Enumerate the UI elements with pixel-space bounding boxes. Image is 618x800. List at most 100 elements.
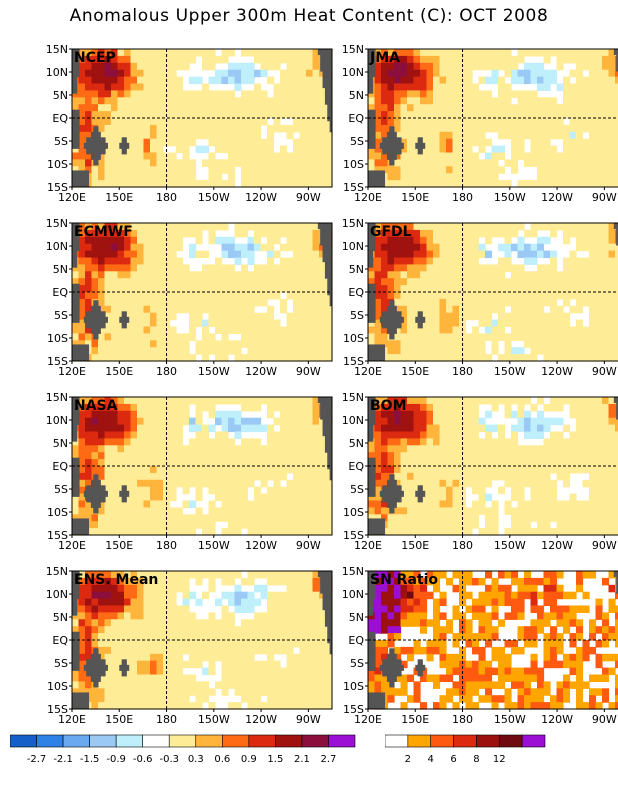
colorbar-label: 0.9 [241,754,257,765]
y-tick-label: EQ [348,460,364,473]
colorbar-swatch [222,734,250,748]
x-tick-label: 150E [105,365,133,378]
colorbar-label: 6 [450,754,456,765]
colorbar-swatch [476,734,500,748]
colorbar-label: 0.6 [214,754,230,765]
x-tick-label: 120W [245,365,277,378]
x-tick-label: 150E [105,713,133,726]
x-tick-label: 120E [58,191,86,204]
y-tick-label: 10N [342,414,364,427]
panel-bom: 15N 10N 5N EQ 5S 10S 15S 120E 150E 180 150W 120W 90W… [336,391,618,565]
x-tick-label: 150W [198,713,230,726]
colorbar-swatch [36,734,64,748]
y-tick-label: 5N [53,263,68,276]
x-tick-label: 150E [105,191,133,204]
y-tick-label: EQ [52,460,68,473]
y-tick-label: 15S [343,529,364,542]
x-tick-label: 150E [401,713,429,726]
panel-ens-mean: 15N 10N 5N EQ 5S 10S 15S 120E 150E 180 150W 120W 90W… [40,565,340,739]
y-tick-label: 5S [54,657,68,670]
y-tick-label: EQ [52,286,68,299]
colorbar-label: -2.7 [27,754,47,765]
y-tick-label: 10S [343,680,364,693]
x-tick-label: 120E [354,365,382,378]
colorbar-label: -0.3 [159,754,179,765]
y-tick-label: 10N [46,588,68,601]
colorbar-label: 1.5 [267,754,283,765]
x-tick-label: 120E [58,365,86,378]
colorbar-swatch [385,734,409,748]
colorbar-swatch [10,734,37,748]
y-tick-label: 10N [342,66,364,79]
x-tick-label: 120W [541,191,573,204]
y-tick-label: 5N [349,437,364,450]
x-tick-label: 120W [541,539,573,552]
y-tick-label: EQ [348,634,364,647]
colorbar-swatch [301,734,329,748]
x-tick-label: 120E [58,713,86,726]
y-tick-label: 5S [350,657,364,670]
y-tick-label: 10S [47,332,68,345]
y-tick-label: 10S [343,506,364,519]
y-tick-label: 10S [47,506,68,519]
y-tick-label: 15N [46,393,68,404]
x-tick-label: 90W [296,713,321,726]
colorbar-swatch [521,734,546,748]
figure-title: Anomalous Upper 300m Heat Content (C): O… [69,6,549,26]
y-tick-label: 5S [54,135,68,148]
y-tick-label: 15N [46,45,68,56]
colorbar-label: 2.7 [321,754,337,765]
x-tick-label: 150W [198,539,230,552]
y-tick-label: 15S [47,355,68,368]
y-tick-label: 15S [47,703,68,716]
y-tick-label: EQ [348,286,364,299]
panel-ecmwf: 15N 10N 5N EQ 5S 10S 15S 120E 150E 180 150W 120W 90W… [40,217,340,391]
x-tick-label: 150W [494,191,526,204]
x-tick-label: 90W [592,713,617,726]
x-tick-label: 150W [198,365,230,378]
panel-title: SN Ratio [370,572,438,588]
colorbar-swatch [115,734,143,748]
x-tick-label: 120E [58,539,86,552]
colorbar-swatch [407,734,432,748]
x-tick-label: 150W [198,191,230,204]
y-tick-label: 5S [54,309,68,322]
x-tick-label: 90W [296,191,321,204]
y-tick-label: 15N [342,393,364,404]
panel-ncep: 15N 10N 5N EQ 5S 10S 15S 120E 150E 180 150W 120W 90W… [40,43,340,217]
x-tick-label: 150E [401,539,429,552]
colorbar-swatch [89,734,117,748]
y-tick-label: 5S [350,483,364,496]
y-tick-label: 10S [47,680,68,693]
x-tick-label: 120W [245,713,277,726]
colorbar-swatch [195,734,223,748]
colorbar-swatch [142,734,170,748]
x-tick-label: 180 [156,539,177,552]
panel-nasa: 15N 10N 5N EQ 5S 10S 15S 120E 150E 180 150W 120W 90W… [40,391,340,565]
colorbar-swatch [168,734,197,748]
y-tick-label: 5S [350,135,364,148]
y-tick-label: 15N [342,45,364,56]
colorbar-swatch [248,734,276,748]
panel-jma: 15N 10N 5N EQ 5S 10S 15S 120E 150E 180 150W 120W 90W… [336,43,618,217]
colorbar-label: 8 [473,754,479,765]
y-tick-label: 10N [46,240,68,253]
panel-title: JMA [369,50,400,66]
colorbar-swatch [430,734,454,748]
x-tick-label: 150W [494,713,526,726]
panel-title: ECMWF [74,224,133,240]
y-tick-label: 15S [47,181,68,194]
y-tick-label: 15S [47,529,68,542]
y-tick-label: 10N [46,414,68,427]
x-tick-label: 180 [452,713,473,726]
x-tick-label: 120W [541,365,573,378]
panel-title: ENS. Mean [74,572,158,588]
x-tick-label: 90W [592,539,617,552]
x-tick-label: 150E [401,191,429,204]
y-tick-label: 5N [53,437,68,450]
panel-title: NASA [74,398,118,414]
y-tick-label: 15S [343,703,364,716]
x-tick-label: 120E [354,539,382,552]
y-tick-label: 5N [349,89,364,102]
x-tick-label: 90W [296,539,321,552]
